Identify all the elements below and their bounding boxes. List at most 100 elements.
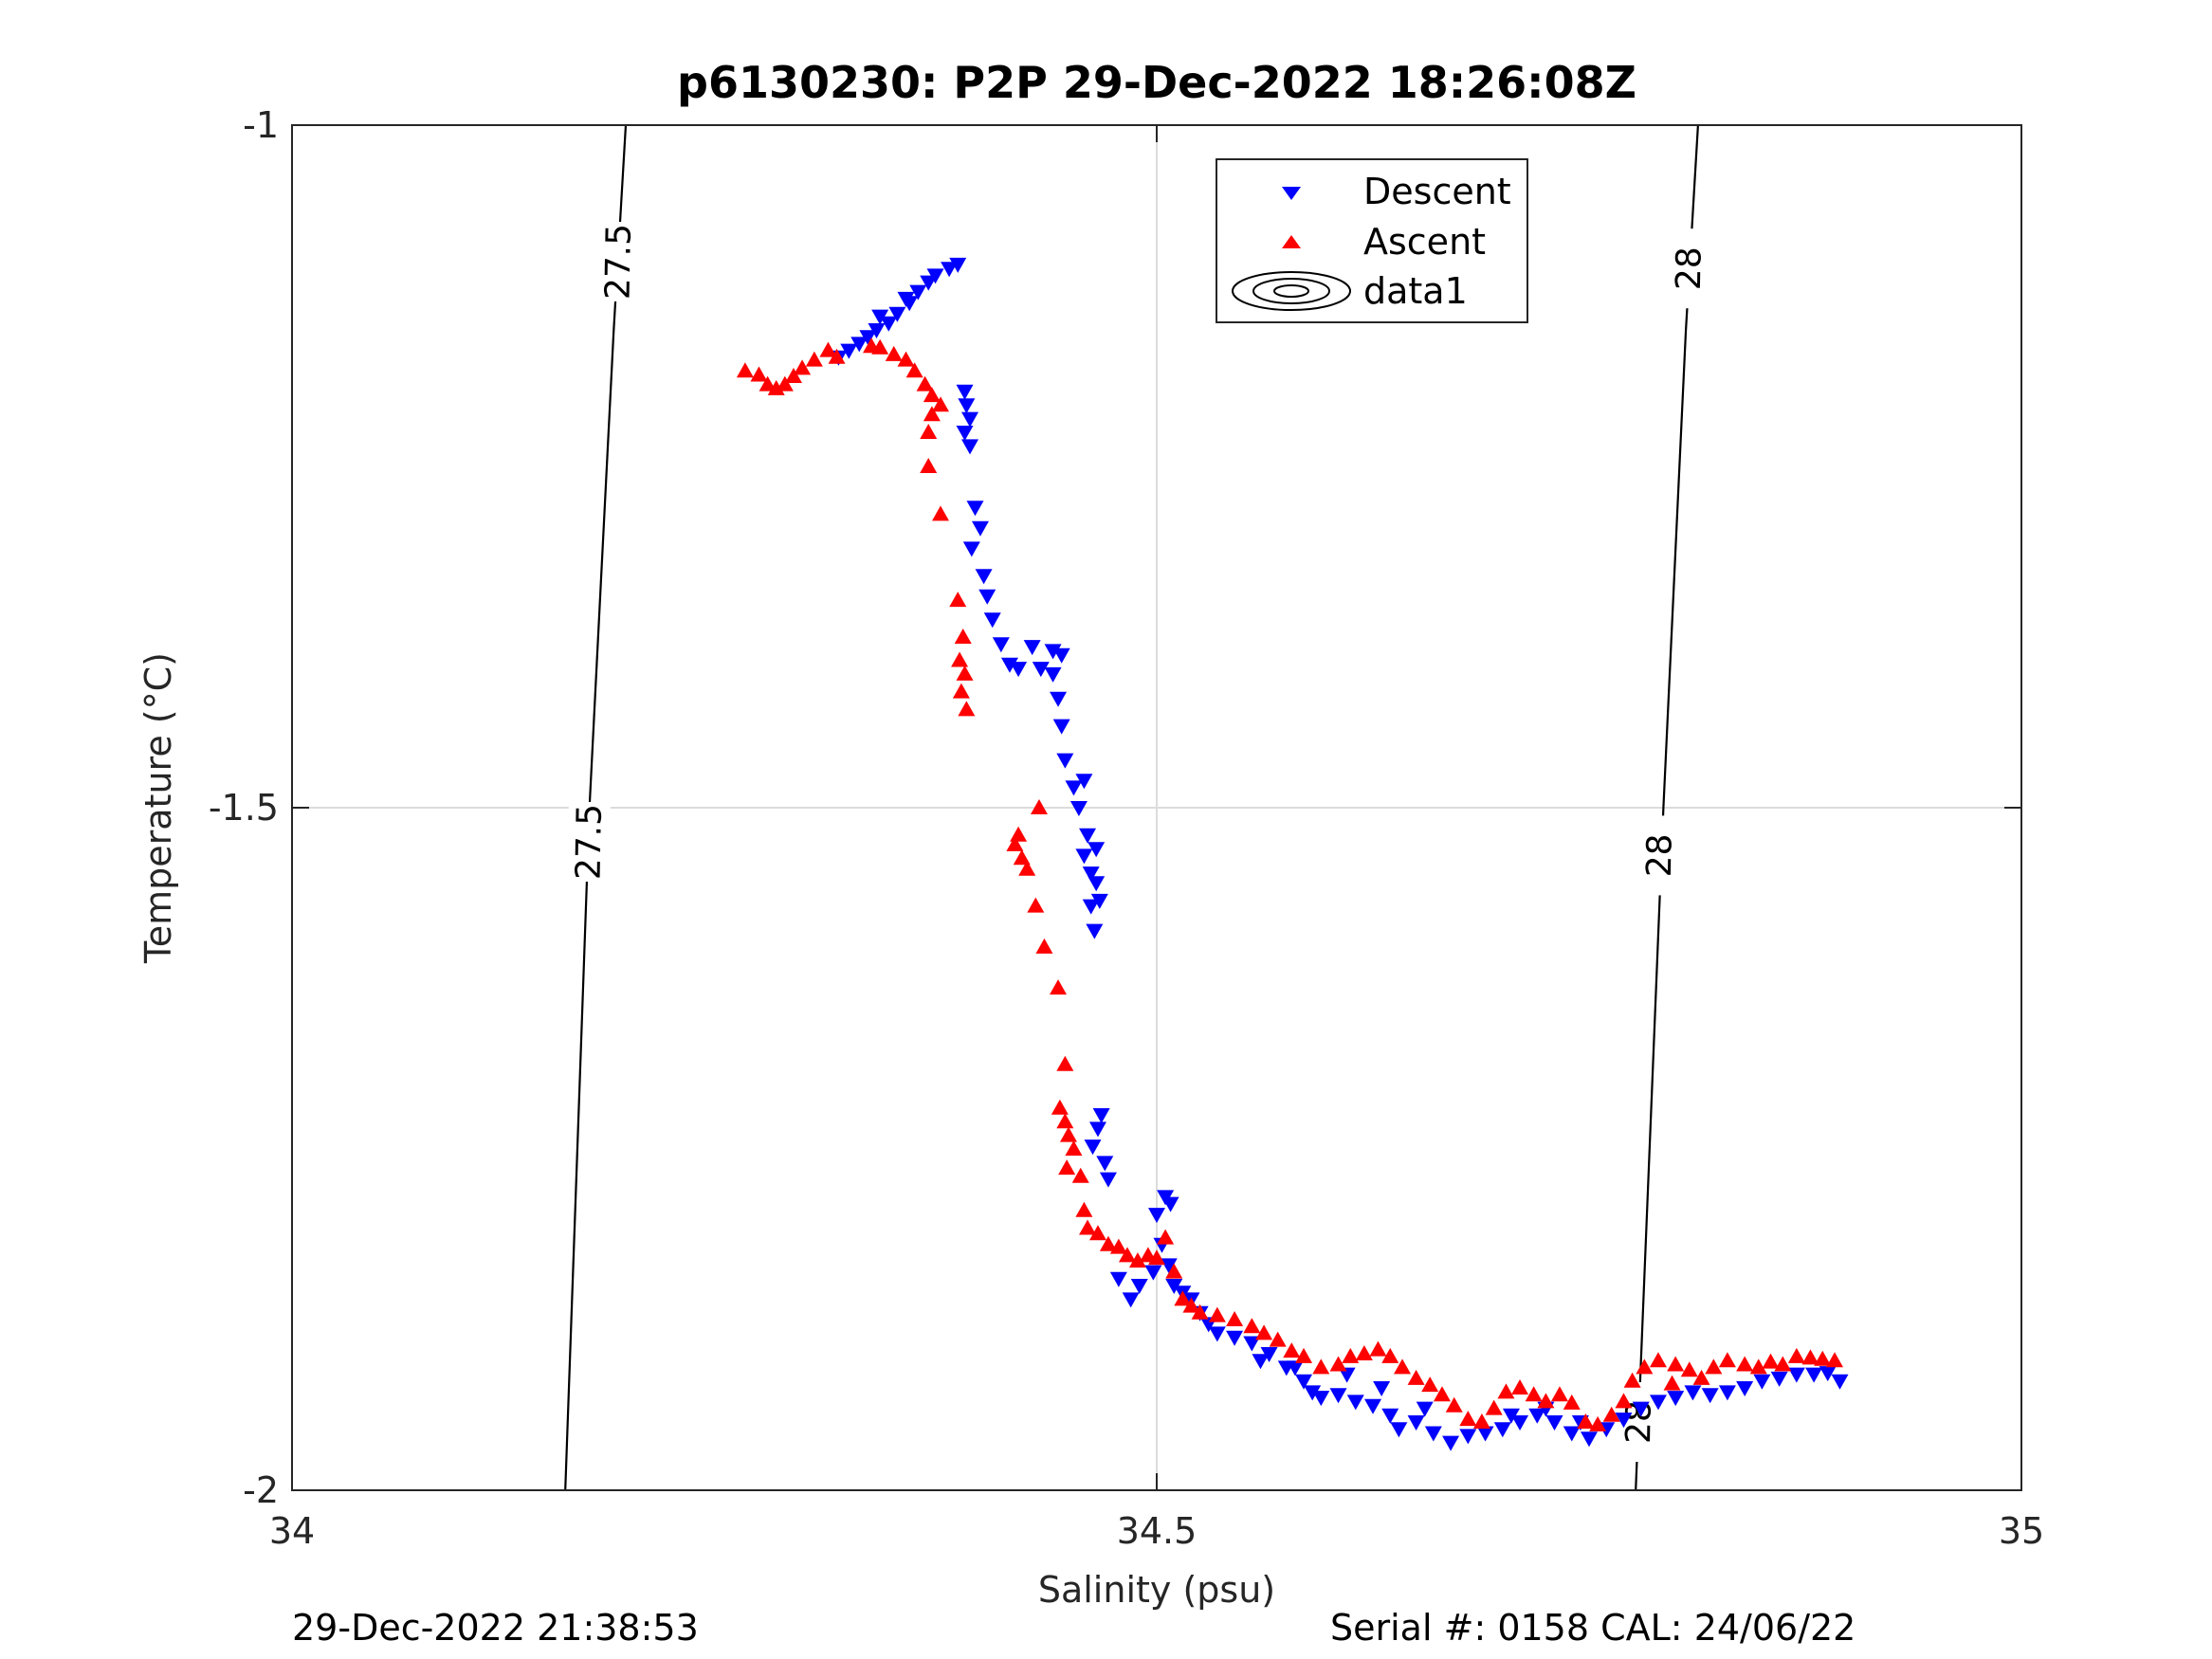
descent-point <box>1545 1415 1563 1431</box>
ascent-point <box>932 505 949 521</box>
descent-point <box>1130 1279 1148 1294</box>
ascent-point <box>1394 1358 1412 1375</box>
ascent-point <box>1801 1349 1819 1365</box>
ascent-point <box>1065 1140 1083 1156</box>
ascent-point <box>1718 1352 1736 1368</box>
ascent-point <box>1497 1383 1515 1399</box>
ascent-point <box>759 375 777 392</box>
descent-point <box>1000 657 1018 673</box>
descent-point <box>1122 1292 1140 1308</box>
descent-point <box>1044 644 1062 660</box>
ascent-point <box>1692 1369 1710 1385</box>
ascent-point <box>1421 1376 1439 1393</box>
ascent-point <box>1099 1235 1117 1251</box>
descent-point <box>1581 1431 1598 1448</box>
descent-point <box>1459 1429 1477 1445</box>
ascent-point <box>1118 1247 1136 1263</box>
descent-point <box>1056 753 1074 769</box>
ascent-point <box>1550 1386 1568 1402</box>
descent-point <box>1044 666 1062 683</box>
descent-point <box>1165 1279 1183 1294</box>
ascent-point <box>1589 1415 1607 1431</box>
ascent-point <box>1663 1375 1681 1391</box>
ascent-point <box>1485 1399 1503 1415</box>
descent-point <box>1502 1408 1520 1424</box>
descent-point <box>1364 1398 1381 1414</box>
footer-serial-cal: Serial #: 0158 CAL: 24/06/22 <box>1330 1607 1856 1649</box>
descent-point <box>1381 1408 1399 1424</box>
descent-point <box>909 284 927 301</box>
x-axis-label: Salinity (psu) <box>1038 1569 1275 1611</box>
ascent-point <box>1030 799 1048 814</box>
footer-timestamp: 29-Dec-2022 21:38:53 <box>292 1607 699 1649</box>
descent-point <box>1260 1347 1278 1362</box>
descent-point <box>1109 1271 1127 1287</box>
ascent-point <box>1088 1225 1106 1241</box>
descent-point <box>868 323 886 338</box>
ascent-point <box>1623 1372 1641 1388</box>
descent-point <box>971 520 989 537</box>
ascent-point <box>736 362 754 378</box>
descent-point <box>1144 1265 1162 1281</box>
ascent-point <box>1787 1347 1805 1363</box>
descent-point <box>983 612 1001 629</box>
x-tick-label: 34 <box>269 1510 315 1552</box>
ascent-point <box>1602 1406 1620 1422</box>
ascent-point <box>1381 1347 1399 1363</box>
ascent-point <box>1269 1331 1287 1347</box>
ascent-point <box>1006 835 1024 851</box>
legend-ascent-label: Ascent <box>1363 221 1486 263</box>
descent-point <box>1304 1385 1322 1401</box>
chart-title: p6130230: P2P 29-Dec-2022 18:26:08Z <box>677 57 1636 108</box>
ascent-point <box>1058 1159 1076 1176</box>
descent-point <box>1442 1435 1460 1451</box>
ascent-point <box>1762 1353 1780 1369</box>
x-tick-label: 34.5 <box>1117 1510 1197 1552</box>
ascent-point <box>1649 1352 1667 1368</box>
descent-point <box>1528 1408 1546 1424</box>
descent-point <box>1407 1415 1425 1431</box>
legend-data1-marker <box>1232 271 1351 311</box>
contour-label-gap <box>568 802 611 882</box>
descent-point <box>1511 1415 1529 1431</box>
descent-point <box>941 262 959 278</box>
descent-point <box>1065 780 1083 796</box>
descent-point <box>897 291 915 307</box>
series-ascent <box>736 337 1844 1431</box>
descent-point <box>1805 1367 1823 1383</box>
ascent-point <box>1191 1304 1209 1320</box>
descent-point <box>1667 1391 1685 1407</box>
descent-point <box>1079 828 1097 844</box>
descent-point <box>1684 1385 1702 1401</box>
contour-label: 27.5 <box>570 804 610 881</box>
descent-point <box>1632 1401 1650 1417</box>
descent-point <box>961 411 979 428</box>
ascent-point <box>1128 1252 1146 1268</box>
descent-point <box>956 384 974 400</box>
ascent-point <box>1208 1306 1226 1322</box>
y-tick-label: -1.5 <box>209 787 279 829</box>
ascent-point <box>794 359 812 375</box>
descent-point <box>1069 801 1088 816</box>
ascent-point <box>1445 1396 1463 1413</box>
contour-label: 27.5 <box>599 224 639 301</box>
descent-point <box>961 439 979 455</box>
ascent-point <box>949 592 967 608</box>
ascent-point <box>1329 1356 1347 1372</box>
descent-point <box>1563 1426 1581 1442</box>
descent-point <box>1032 662 1050 678</box>
ascent-point <box>767 379 785 395</box>
descent-point <box>1050 691 1068 707</box>
ascent-point <box>1433 1386 1451 1402</box>
ascent-point <box>1182 1297 1200 1313</box>
y-tick-label: -2 <box>243 1469 279 1511</box>
contour-label: 28 <box>1640 833 1680 878</box>
descent-point <box>962 541 980 557</box>
descent-point <box>992 637 1010 653</box>
ascent-point <box>1563 1394 1581 1410</box>
descent-point <box>871 309 889 325</box>
ascent-point <box>828 348 846 364</box>
descent-point <box>1390 1422 1408 1438</box>
descent-point <box>1416 1401 1434 1417</box>
